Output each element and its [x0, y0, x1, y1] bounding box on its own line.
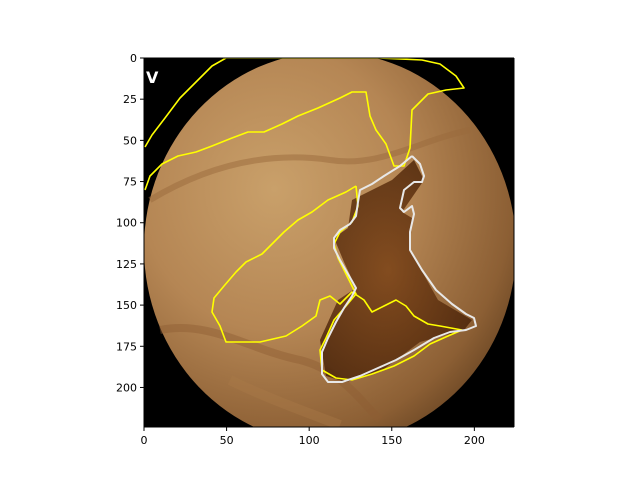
- x-tick-label: 50: [220, 434, 234, 447]
- axes: [143, 57, 515, 428]
- yellow-contour-lower: [211, 185, 463, 381]
- tissue-field: [144, 58, 514, 427]
- y-axis-ticks: 0 25 50 75 100 125 150 175 200: [116, 52, 144, 394]
- white-contour: [321, 155, 477, 383]
- mucosal-fold: [148, 127, 471, 203]
- lumen-region: [320, 160, 472, 382]
- x-tick-label: 150: [381, 434, 402, 447]
- x-tick-label: 200: [464, 434, 485, 447]
- y-tick-label: 100: [116, 217, 137, 230]
- yellow-contour-upper: [144, 58, 465, 191]
- y-tick-label: 150: [116, 299, 137, 312]
- mucosal-fold: [227, 375, 342, 427]
- y-tick-label: 50: [123, 134, 137, 147]
- y-tick-label: 75: [123, 176, 137, 189]
- y-tick-label: 175: [116, 340, 137, 353]
- x-tick-label: 0: [141, 434, 148, 447]
- y-tick-label: 200: [116, 381, 137, 394]
- mucosal-fold: [159, 324, 383, 423]
- x-axis-ticks: 0 50 100 150 200: [141, 427, 485, 447]
- y-tick-label: 125: [116, 258, 137, 271]
- y-tick-label: 25: [123, 93, 137, 106]
- y-tick-label: 0: [130, 52, 137, 65]
- x-tick-label: 100: [299, 434, 320, 447]
- corner-mark: V: [146, 68, 159, 87]
- endoscopy-image: V: [144, 58, 514, 427]
